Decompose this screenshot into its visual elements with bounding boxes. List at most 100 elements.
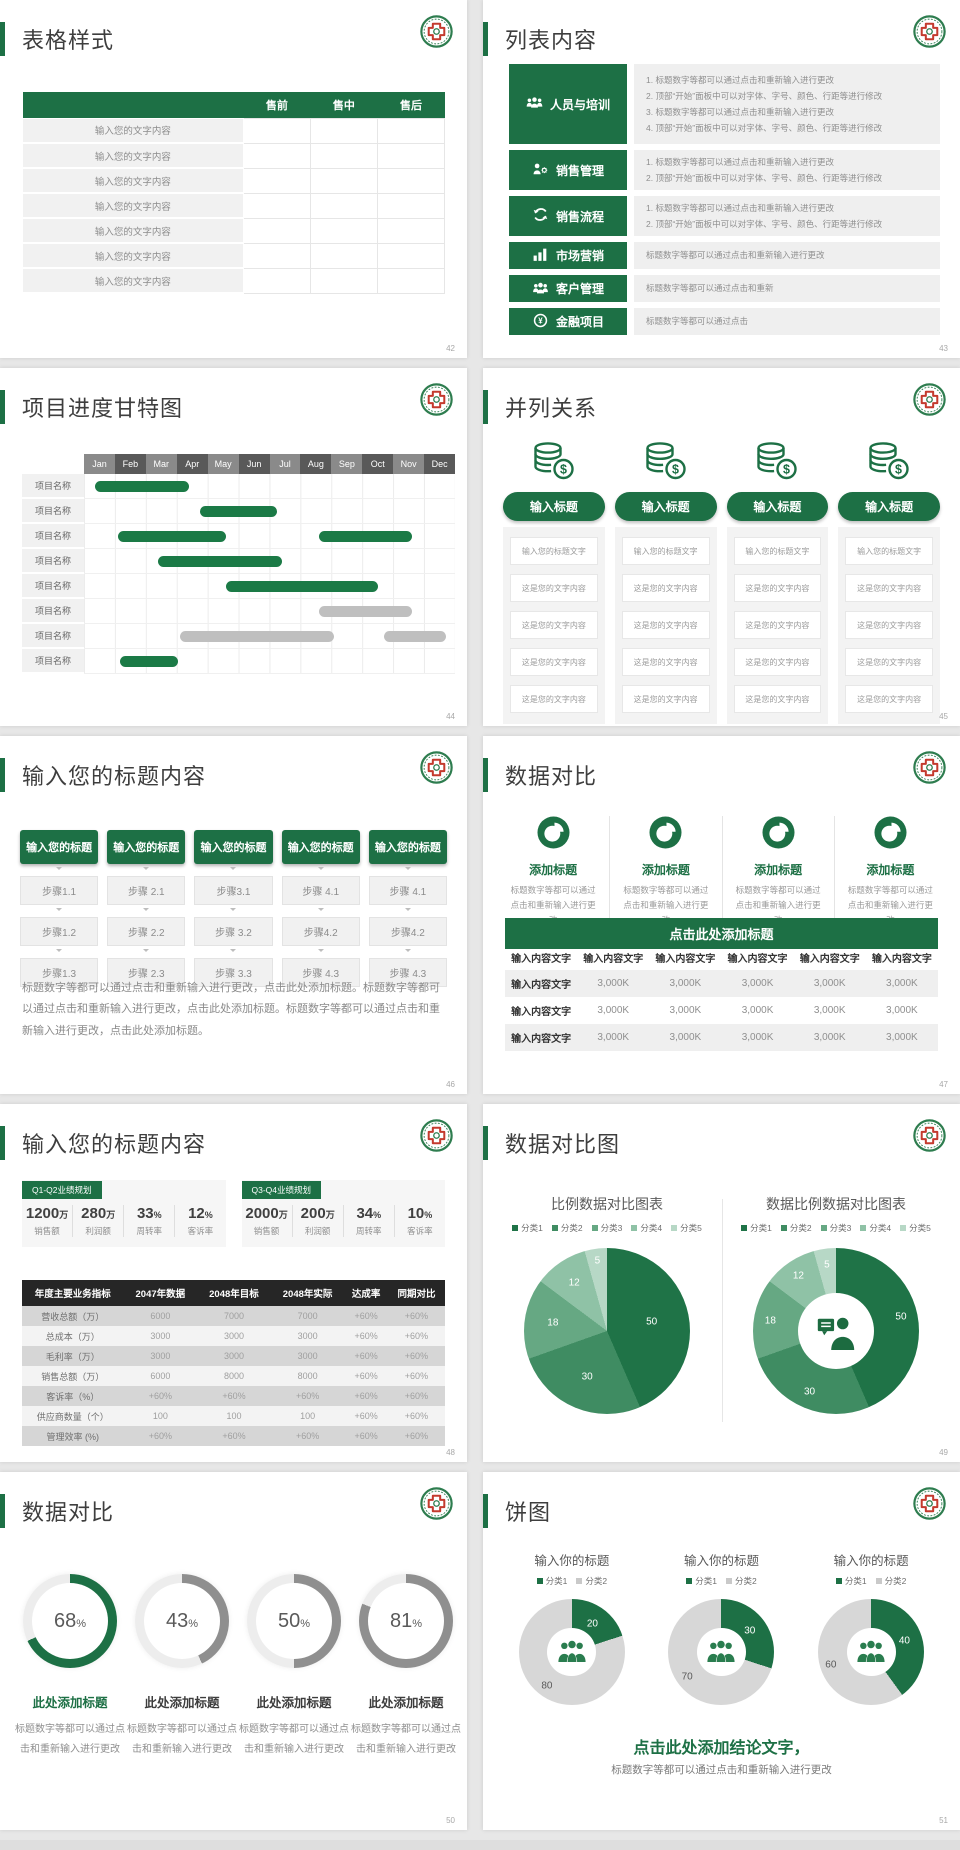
slice-value-label: 30 [581,1371,593,1383]
kpi-label: 利润额 [85,1226,111,1236]
gantt-bar [226,581,378,592]
slide-pie-charts[interactable]: 饼图 输入你的标题 分类1 分类2 20 80 输入你的标题 分类1 分类2 30 70 输入你… [483,1472,960,1830]
list-item-line: 2. 顶部“开始”面板中可以对字体、字号、颜色、行距等进行修改 [646,219,883,229]
caret-down-icon [230,908,237,914]
table-header-cell: 输入内容文字 [655,953,716,965]
ring-title: 此处添加标题 [256,1696,332,1710]
gantt-month-cell: Jan [84,454,115,474]
ring-title: 此处添加标题 [368,1696,444,1710]
legend-swatch [860,1225,867,1231]
legend-swatch [551,1225,558,1231]
progress-ring-item: 68% 此处添加标题 标题数字等都可以通过点击和重新输入进行更改 [14,1574,126,1759]
kpi-stat: 2000万 销售额 [242,1205,292,1237]
list-item-label-box: 人员与培训 [509,64,627,144]
donut-chart-panel: 数据比例数据对比图表 分类1 分类2 分类3 分类4 分类5 50 30 18 12 5 [722,1194,951,1414]
table-cell: +60% [354,1391,378,1401]
table-row: 供应商数量（个） 100 100 100 +60% +60% [22,1406,445,1426]
table-cell: 3,000K [669,978,702,989]
slide-gantt-chart[interactable]: 项目进度甘特图 Jan Feb Mar Apr May Jun Jul Aug Sep Oct No… [0,368,467,726]
slide-table-style[interactable]: 表格样式 售前 售中 售后 输入您的文字内容 输入您的文字内容 输入您的文字内容 输入您的文… [0,0,467,358]
coins-dollar-icon: $ [869,442,909,480]
slide-compare-charts[interactable]: 数据对比图 比例数据对比图表 分类1 分类2 分类3 分类4 分类5 50 30 18 12 5… [483,1104,960,1462]
progress-ring: 50% [247,1574,341,1668]
slide-title-bar: 列表内容 [483,22,597,56]
chart-legend: 分类1 分类2 [647,1575,797,1587]
table-cell: 3000 [297,1331,318,1341]
kpi-unit: 万 [278,1210,288,1220]
legend-item: 分类2 [576,1575,607,1587]
slide-kpi-table[interactable]: 输入您的标题内容 Q1-Q2业绩规划 1200万 销售额 280万 利润额 33% 周转率 1… [0,1104,467,1462]
slide-list-content[interactable]: 列表内容 人员与培训 1. 标题数字等都可以通过点击和重新输入进行更改 2. 顶部“… [483,0,960,358]
table-cell: +60% [222,1431,246,1441]
kpi-label: 客诉率 [407,1226,433,1236]
table-cell: 3,000K [741,1005,774,1016]
page-number: 48 [446,1448,455,1457]
table-cell: 输入内容文字 [511,1034,572,1045]
kpi-group: Q3-Q4业绩规划 2000万 销售额 200万 利润额 34% 周转率 10% 客诉率 [241,1180,445,1247]
legend-label: 分类2 [884,1576,907,1586]
people-group-icon [707,1641,736,1663]
legend-swatch [576,1578,583,1584]
page-number: 42 [446,344,455,353]
empty-cell [376,167,446,194]
legend-swatch [875,1578,882,1584]
list-item: 人员与培训 1. 标题数字等都可以通过点击和重新输入进行更改 2. 顶部“开始”面板… [509,64,940,144]
table-cell: +60% [404,1331,429,1341]
title-accent-bar [483,1494,488,1528]
parallel-cell: 这是您的文字内容 [621,611,710,639]
table-cell: 3000 [150,1351,171,1361]
empty-cell [242,117,311,144]
step-cell: 步骤 4.3 [281,958,360,987]
empty-cell [376,117,446,144]
page-number: 49 [939,1448,948,1457]
kpi-label: 销售额 [34,1226,60,1236]
svg-text:¥: ¥ [538,316,543,325]
empty-cell [242,242,311,269]
body-paragraph: 标题数字等都可以通过点击和重新输入进行更改，点击此处添加标题。标题数字等都可以通… [22,982,440,1037]
list-item-line: 3. 标题数字等都可以通过点击和重新输入进行更改 [646,107,834,117]
slide-steps[interactable]: 输入您的标题内容 输入您的标题 步骤1.1 步骤1.2 步骤1.3 输入您的标题 步骤 2… [0,736,467,1094]
kpi-label: 利润额 [304,1226,331,1236]
gantt-row-label: 项目名称 [22,574,84,599]
slide-title-bar: 项目进度甘特图 [0,390,183,424]
ring-title: 此处添加标题 [144,1696,220,1710]
step-cell: 步骤3.1 [194,876,273,905]
list-item-line: 2. 顶部“开始”面板中可以对字体、字号、颜色、行距等进行修改 [646,173,883,183]
step-column: 输入您的标题 步骤 4.1 步骤4.2 步骤 4.3 [368,830,447,987]
table-cell: +60% [404,1351,429,1361]
table-header-row: 售前 售中 售后 [22,92,445,118]
svg-text:$: $ [672,462,679,476]
kpi-unit: % [373,1210,382,1220]
legend-label: 分类4 [640,1223,663,1233]
legend-swatch [725,1578,732,1584]
row-label-cell: 输入您的文字内容 [22,192,244,219]
step-cell: 步骤4.2 [368,917,447,946]
row-label-cell: 输入您的文字内容 [22,117,244,144]
table-header-row: 输入内容文字 输入内容文字 输入内容文字 输入内容文字 输入内容文字 输入内容文字 [505,944,938,970]
hospital-logo-icon [420,1487,453,1520]
list-item-text-box: 标题数字等都可以通过点击和重新 [634,275,940,302]
title-accent-bar [0,1126,5,1160]
parallel-cell: 输入您的标题文字 [845,537,933,565]
comparison-table: 输入内容文字 输入内容文字 输入内容文字 输入内容文字 输入内容文字 输入内容文字 输入内容… [505,944,938,1051]
slide-progress-rings[interactable]: 数据对比 68% 此处添加标题 标题数字等都可以通过点击和重新输入进行更改 43% 此处… [0,1472,467,1830]
kpi-stat: 12% 客诉率 [174,1205,225,1237]
slide-parallel-relation[interactable]: 并列关系 $ 输入标题 输入您的标题文字 这是您的文字内容 这是您的文字内容 这是您的文字… [483,368,960,726]
gantt-row: 项目名称 [22,574,455,599]
slice-value-label: 30 [803,1386,816,1398]
slide-title: 项目进度甘特图 [22,396,184,421]
percent-sign: % [188,1617,199,1630]
slice-value-label: 30 [744,1625,756,1637]
table-title-bar: 点击此处添加标题 [505,918,938,949]
table-header-cell: 售中 [310,92,378,118]
kpi-stat: 1200万 销售额 [22,1205,72,1237]
empty-cell [309,267,378,294]
empty-cell [309,217,378,244]
gantt-bar [383,631,446,642]
table-cell: 100 [152,1411,168,1421]
mini-donut-item: 输入你的标题 分类1 分类2 40 60 [796,1550,946,1705]
caret-down-icon [317,908,324,914]
